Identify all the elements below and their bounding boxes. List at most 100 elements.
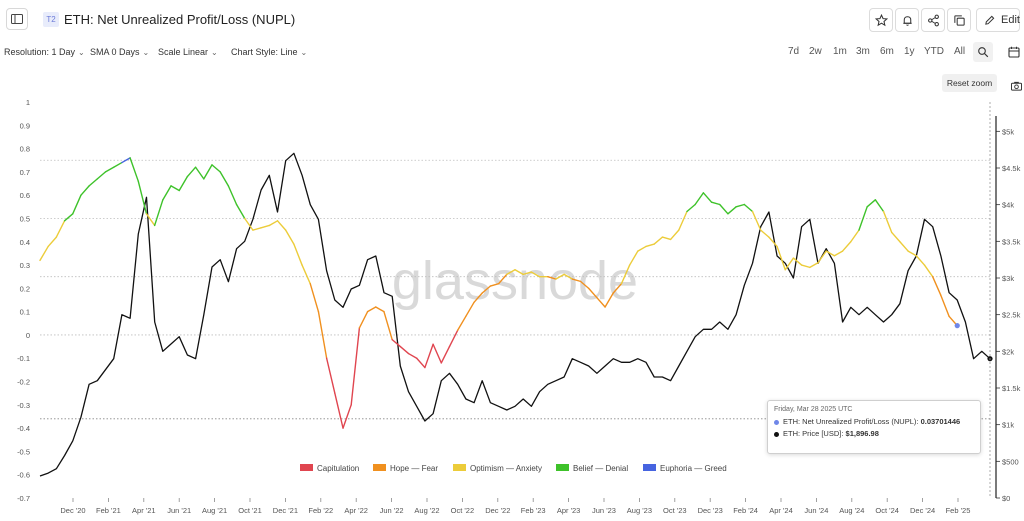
nupl-series-segment bbox=[669, 229, 680, 241]
price-series-dot bbox=[774, 431, 779, 437]
nupl-series-segment bbox=[710, 201, 721, 206]
nupl-series-segment bbox=[858, 206, 868, 231]
nupl-series-segment bbox=[416, 357, 426, 369]
y-left-tick-label: 0.9 bbox=[20, 121, 30, 130]
x-tick-label: Dec '24 bbox=[910, 506, 935, 515]
sma-dropdown[interactable]: SMA 0 Days ⌄ bbox=[90, 47, 149, 57]
chart-style-label: Chart Style: Line bbox=[231, 47, 298, 57]
range-ytd[interactable]: YTD bbox=[924, 46, 944, 57]
legend-label[interactable]: Capitulation bbox=[317, 464, 359, 473]
legend-swatch bbox=[643, 464, 656, 471]
alert-button[interactable] bbox=[895, 8, 919, 32]
x-tick-label: Oct '24 bbox=[875, 506, 899, 515]
date-range-button[interactable] bbox=[1008, 45, 1020, 63]
tooltip-date: Friday, Mar 28 2025 UTC bbox=[774, 406, 853, 413]
nupl-series-segment bbox=[342, 404, 352, 429]
x-tick-label: Feb '25 bbox=[946, 506, 971, 515]
legend-swatch bbox=[300, 464, 313, 471]
range-6m[interactable]: 6m bbox=[880, 46, 894, 57]
tier-badge: T2 bbox=[43, 12, 59, 27]
range-1m[interactable]: 1m bbox=[833, 46, 847, 57]
y-left-tick-label: 0.5 bbox=[20, 214, 30, 223]
legend-label[interactable]: Belief — Denial bbox=[573, 464, 628, 473]
range-3m[interactable]: 3m bbox=[856, 46, 870, 57]
legend-swatch bbox=[453, 464, 466, 471]
nupl-series-segment bbox=[923, 264, 934, 278]
chevron-down-icon: ⌄ bbox=[142, 48, 150, 57]
nupl-series-segment bbox=[506, 269, 516, 276]
y-left-tick-label: -0.4 bbox=[17, 424, 30, 433]
nupl-series-segment bbox=[702, 192, 713, 203]
range-all[interactable]: All bbox=[954, 46, 966, 57]
nupl-series-segment bbox=[325, 357, 336, 394]
nupl-series-segment bbox=[563, 273, 574, 280]
nupl-series-segment bbox=[800, 264, 811, 269]
sidebar-toggle-button[interactable] bbox=[6, 8, 28, 30]
nupl-series-segment bbox=[465, 301, 475, 318]
range-1y[interactable]: 1y bbox=[904, 46, 915, 57]
chart-style-dropdown[interactable]: Chart Style: Line ⌄ bbox=[231, 47, 307, 57]
legend-label[interactable]: Euphoria — Greed bbox=[660, 464, 727, 473]
nupl-series-segment bbox=[203, 164, 213, 180]
nupl-series-segment bbox=[448, 329, 459, 348]
nupl-series-segment bbox=[809, 262, 819, 269]
nupl-series-segment bbox=[178, 175, 189, 192]
x-tick-label: Apr '21 bbox=[132, 506, 156, 515]
y-right-tick-label: $2.5k bbox=[1002, 311, 1021, 320]
x-tick-label: Dec '20 bbox=[60, 506, 85, 515]
y-right-tick-label: $3k bbox=[1002, 274, 1014, 283]
nupl-series-segment bbox=[784, 257, 795, 271]
reset-zoom-button[interactable]: Reset zoom bbox=[942, 74, 997, 92]
zoom-select-button[interactable] bbox=[973, 42, 993, 62]
legend-label[interactable]: Hope — Fear bbox=[390, 464, 438, 473]
nupl-series-segment bbox=[424, 343, 434, 369]
favorite-button[interactable] bbox=[869, 8, 893, 32]
nupl-series-segment bbox=[407, 352, 418, 359]
x-tick-label: Jun '23 bbox=[592, 506, 616, 515]
chevron-down-icon: ⌄ bbox=[211, 48, 218, 57]
nupl-series-segment bbox=[555, 273, 565, 280]
nupl-series-segment bbox=[768, 236, 778, 248]
nupl-series-dot bbox=[774, 419, 779, 425]
chart-toolbar: Resolution: 1 Day ⌄ SMA 0 Days ⌄ Scale Lin… bbox=[0, 44, 1024, 64]
legend-swatch bbox=[373, 464, 386, 471]
resolution-dropdown[interactable]: Resolution: 1 Day ⌄ bbox=[4, 47, 85, 57]
y-left-tick-label: -0.7 bbox=[17, 494, 30, 503]
nupl-series-segment bbox=[194, 166, 205, 180]
share-button[interactable] bbox=[921, 8, 945, 32]
x-tick-label: Aug '24 bbox=[839, 506, 864, 515]
x-tick-label: Apr '22 bbox=[344, 506, 368, 515]
y-left-tick-label: -0.3 bbox=[17, 401, 30, 410]
nupl-series-segment bbox=[113, 161, 123, 168]
nupl-series-segment bbox=[260, 224, 271, 229]
legend-label[interactable]: Optimism — Anxiety bbox=[470, 464, 542, 473]
nupl-chart[interactable]: glassnode 1 0.9 0.8 0.7 0.6 0.5 0.4 0.3 0.2 0.1 0 -… bbox=[0, 92, 1024, 521]
y-right-tick-label: $1.5k bbox=[1002, 384, 1021, 393]
edit-button[interactable]: Edit bbox=[976, 8, 1020, 32]
nupl-series-segment bbox=[489, 282, 500, 287]
duplicate-button[interactable] bbox=[947, 8, 971, 32]
scale-dropdown[interactable]: Scale Linear ⌄ bbox=[158, 47, 218, 57]
nupl-series-segment bbox=[104, 166, 115, 173]
chart-tooltip: Friday, Mar 28 2025 UTC ETH: Net Unreali… bbox=[767, 400, 981, 454]
x-tick-label: Jun '22 bbox=[380, 506, 404, 515]
nupl-series-segment bbox=[547, 276, 557, 280]
nupl-series-segment bbox=[268, 220, 279, 227]
nupl-series-segment bbox=[137, 180, 148, 215]
nupl-series-segment bbox=[235, 203, 246, 220]
y-right-tick-label: $3.5k bbox=[1002, 237, 1021, 246]
zoom-search-icon bbox=[978, 47, 989, 58]
nupl-series-segment bbox=[579, 280, 590, 290]
share-icon bbox=[928, 14, 939, 27]
y-left-tick-label: 1 bbox=[26, 98, 30, 107]
nupl-series-segment bbox=[596, 296, 606, 308]
tooltip-nupl-label: ETH: Net Unrealized Profit/Loss (NUPL): bbox=[783, 417, 919, 426]
range-7d[interactable]: 7d bbox=[788, 46, 800, 57]
range-2w[interactable]: 2w bbox=[809, 46, 822, 57]
nupl-series-segment bbox=[63, 213, 74, 222]
nupl-series-segment bbox=[153, 199, 164, 227]
nupl-series-segment bbox=[686, 203, 696, 213]
nupl-series-segment bbox=[759, 229, 770, 238]
x-tick-label: Feb '22 bbox=[308, 506, 333, 515]
screenshot-button[interactable] bbox=[1010, 78, 1023, 96]
